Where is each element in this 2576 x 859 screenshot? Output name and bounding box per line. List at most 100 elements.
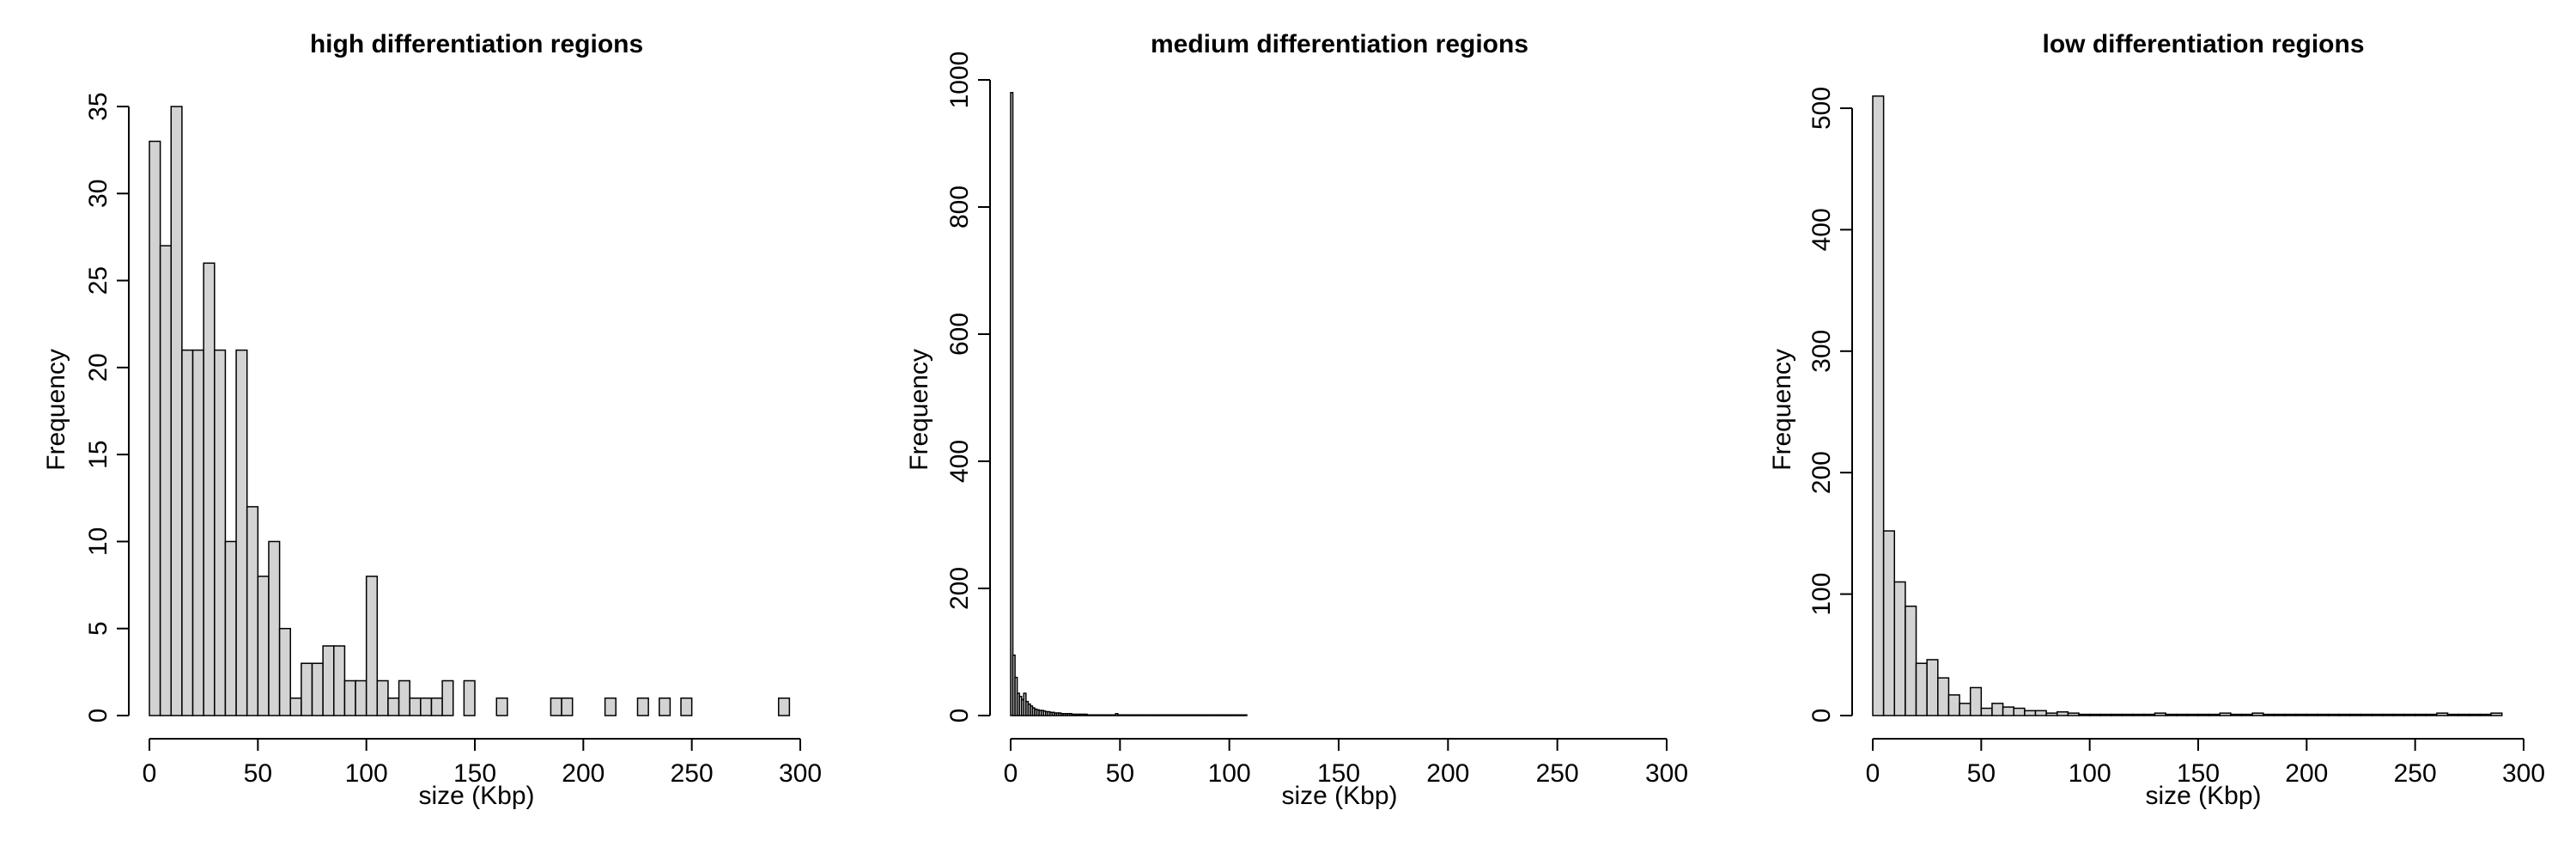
histogram-bar [1893,581,1906,716]
histogram-bar [246,506,259,716]
histogram-bar [1980,707,1993,716]
histogram-bar [311,662,324,716]
panel-medium: medium differentiation regions size (Kbp… [905,30,1688,810]
histogram-bar [2360,713,2372,716]
y-tick-label: 20 [84,353,112,381]
histogram-bar [333,645,346,716]
histogram-bar [659,697,671,716]
histogram-bar [322,645,335,716]
chart-title: medium differentiation regions [1151,30,1528,58]
histogram-bar [289,697,302,716]
histogram-bar [2143,713,2156,716]
x-tick-label: 50 [1106,759,1134,788]
y-axis: 0 100 200 300 400 500 [1807,87,1853,722]
x-tick-label: 200 [562,759,605,788]
bars [1872,95,2503,716]
x-tick-label: 100 [2069,759,2111,788]
histogram-bar [278,627,291,716]
y-tick-label: 5 [84,621,112,636]
histogram-bar [2338,713,2351,716]
histogram-bar [343,679,356,716]
histogram-bar [1947,694,1960,716]
histogram-bar [2251,712,2264,716]
histogram-bar [409,697,422,716]
histogram-bar [604,697,617,716]
histogram-bar [2197,713,2210,716]
panel-low: low differentiation regions size (Kbp) F… [1768,30,2545,810]
histogram-bar [2317,713,2330,716]
histogram-bar [398,679,410,716]
histogram-bar [680,697,693,716]
histogram-bar [777,697,791,716]
histogram-bar [2284,713,2297,716]
histogram-bar [2067,712,2080,716]
y-tick-label: 15 [84,440,112,468]
x-tick-label: 100 [345,759,388,788]
histogram-bar [1905,605,1917,716]
histogram-bar [561,697,574,716]
histogram-bar [2219,712,2232,716]
histogram-bar [2057,711,2069,716]
histogram-bar [441,679,454,716]
histogram-bar [1959,703,1971,716]
x-tick-label: 200 [2285,759,2328,788]
histogram-bar [2458,713,2470,716]
histogram-bar [2240,713,2253,716]
x-axis-label: size (Kbp) [1281,782,1397,810]
x-tick-label: 300 [779,759,822,788]
y-tick-label: 25 [84,266,112,295]
histogram-bar [2273,713,2286,716]
histogram-bar [1926,659,1939,716]
y-tick-label: 1000 [945,52,974,109]
histogram-bar [2306,713,2318,716]
histogram-bar [2294,713,2308,716]
histogram-bar [1969,686,1983,716]
histogram-bar [149,140,161,716]
x-axis: 0 50 100 150 200 250 300 [143,738,822,788]
histogram-bar [191,349,204,716]
x-tick-label: 100 [1208,759,1251,788]
x-tick-label: 250 [2394,759,2437,788]
histogram-bar [2436,712,2449,716]
y-tick-label: 400 [945,440,974,483]
y-tick-label: 600 [945,313,974,356]
x-tick-label: 50 [244,759,272,788]
y-tick-label: 200 [945,567,974,610]
histogram-bar [2132,713,2145,716]
y-tick-label: 100 [1807,573,1836,616]
histogram-bar [2154,712,2166,716]
histogram-bar [550,697,562,716]
histogram-bar [257,576,270,716]
histogram-bar [235,349,248,716]
histogram-bar [2392,713,2405,716]
histogram-bar [387,697,400,716]
histogram-bar [1010,92,1014,716]
bars [149,106,791,716]
histogram-bar [301,662,313,716]
histogram-bar [2034,710,2047,716]
x-tick-label: 150 [2177,759,2220,788]
histogram-bar [2165,713,2178,716]
histogram-bar [268,540,281,716]
x-tick-label: 300 [2502,759,2545,788]
histogram-bar [376,679,389,716]
y-axis: 0 200 400 600 800 1000 [945,52,991,722]
chart-title: low differentiation regions [2042,30,2364,58]
histogram-bar [1243,714,1248,716]
y-tick-label: 500 [1807,87,1836,130]
panel-high: high differentiation regions size (Kbp) … [42,30,822,810]
y-tick-label: 300 [1807,330,1836,373]
y-axis-label: Frequency [42,349,70,471]
histogram-bar [2414,713,2427,716]
x-tick-label: 250 [671,759,714,788]
y-axis: 0 5 10 15 20 25 30 35 [84,92,130,722]
histogram-bar [2208,713,2221,716]
histogram-bar [2425,713,2438,716]
histogram-bar [181,349,194,716]
histogram-bar [2371,713,2384,716]
histogram-bar [2469,713,2482,716]
histogram-bar [2111,713,2123,716]
histogram-bar [1882,530,1896,716]
histogram-bar [463,679,476,716]
